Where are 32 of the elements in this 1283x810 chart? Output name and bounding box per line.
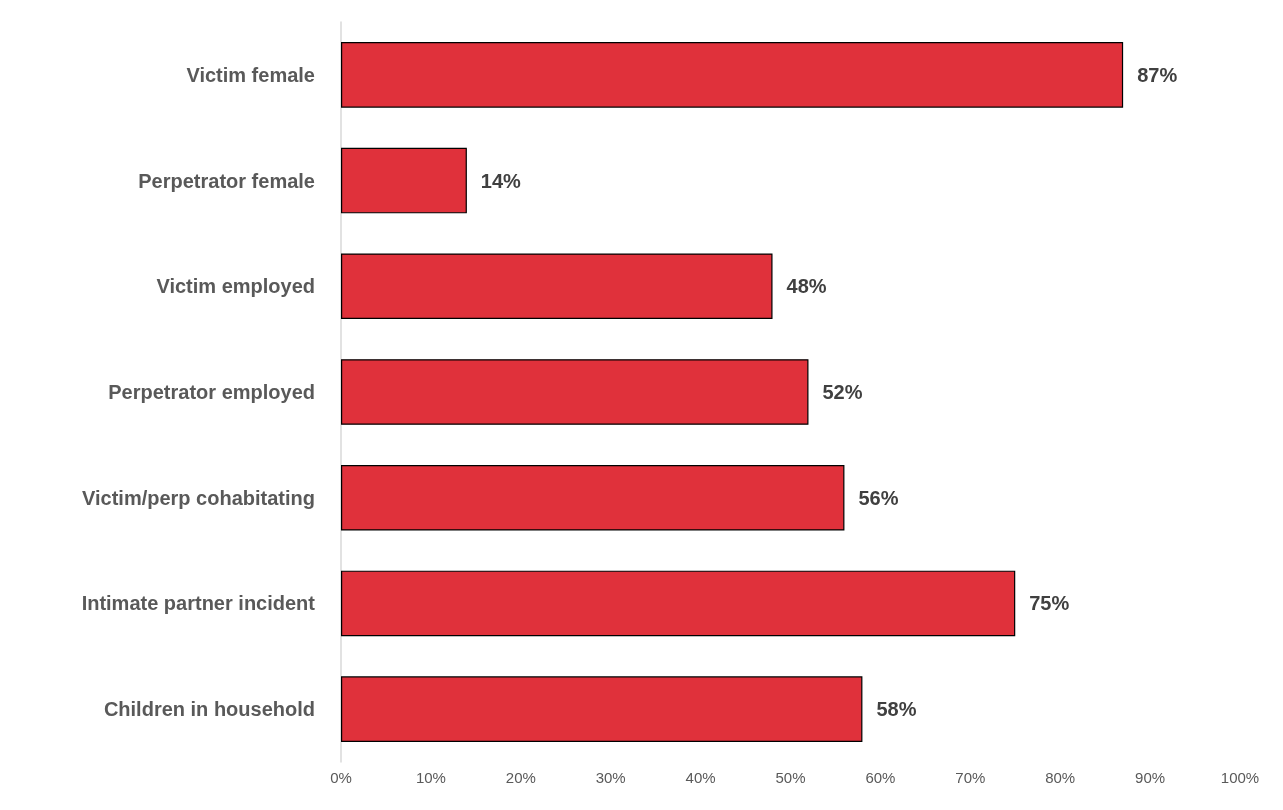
bar <box>341 147 467 214</box>
x-tick-label: 70% <box>955 769 986 786</box>
x-tick-label: 90% <box>1135 769 1166 786</box>
data-label: 87% <box>1137 63 1178 86</box>
bar <box>341 359 809 425</box>
y-tick-label: Victim employed <box>156 275 315 298</box>
y-tick-label: Children in household <box>103 698 315 721</box>
y-tick-label: Perpetrator female <box>138 169 315 192</box>
y-tick-label: Victim female <box>186 63 315 86</box>
x-tick-label: 30% <box>595 769 626 786</box>
x-tick-label: 60% <box>865 769 896 786</box>
bar <box>341 253 773 320</box>
data-label: 75% <box>1029 592 1070 615</box>
data-label: 52% <box>822 381 863 403</box>
data-label: 56% <box>858 486 899 509</box>
y-tick-label: Victim/perp cohabitating <box>82 486 315 509</box>
y-tick-label: Intimate partner incident <box>81 592 316 615</box>
x-tick-label: 0% <box>330 769 352 786</box>
bar <box>341 570 1016 637</box>
bar <box>341 464 845 531</box>
y-tick-label: Perpetrator employed <box>108 381 315 403</box>
x-tick-label: 40% <box>685 769 716 786</box>
x-tick-label: 20% <box>505 769 536 786</box>
x-tick-label: 100% <box>1220 769 1260 786</box>
bar <box>341 42 1124 108</box>
data-label: 14% <box>480 169 522 192</box>
x-tick-label: 50% <box>775 769 806 786</box>
bar <box>341 676 863 742</box>
x-tick-label: 10% <box>415 769 446 786</box>
x-tick-label: 80% <box>1045 769 1076 786</box>
data-label: 58% <box>876 698 917 721</box>
data-label: 48% <box>786 275 827 298</box>
